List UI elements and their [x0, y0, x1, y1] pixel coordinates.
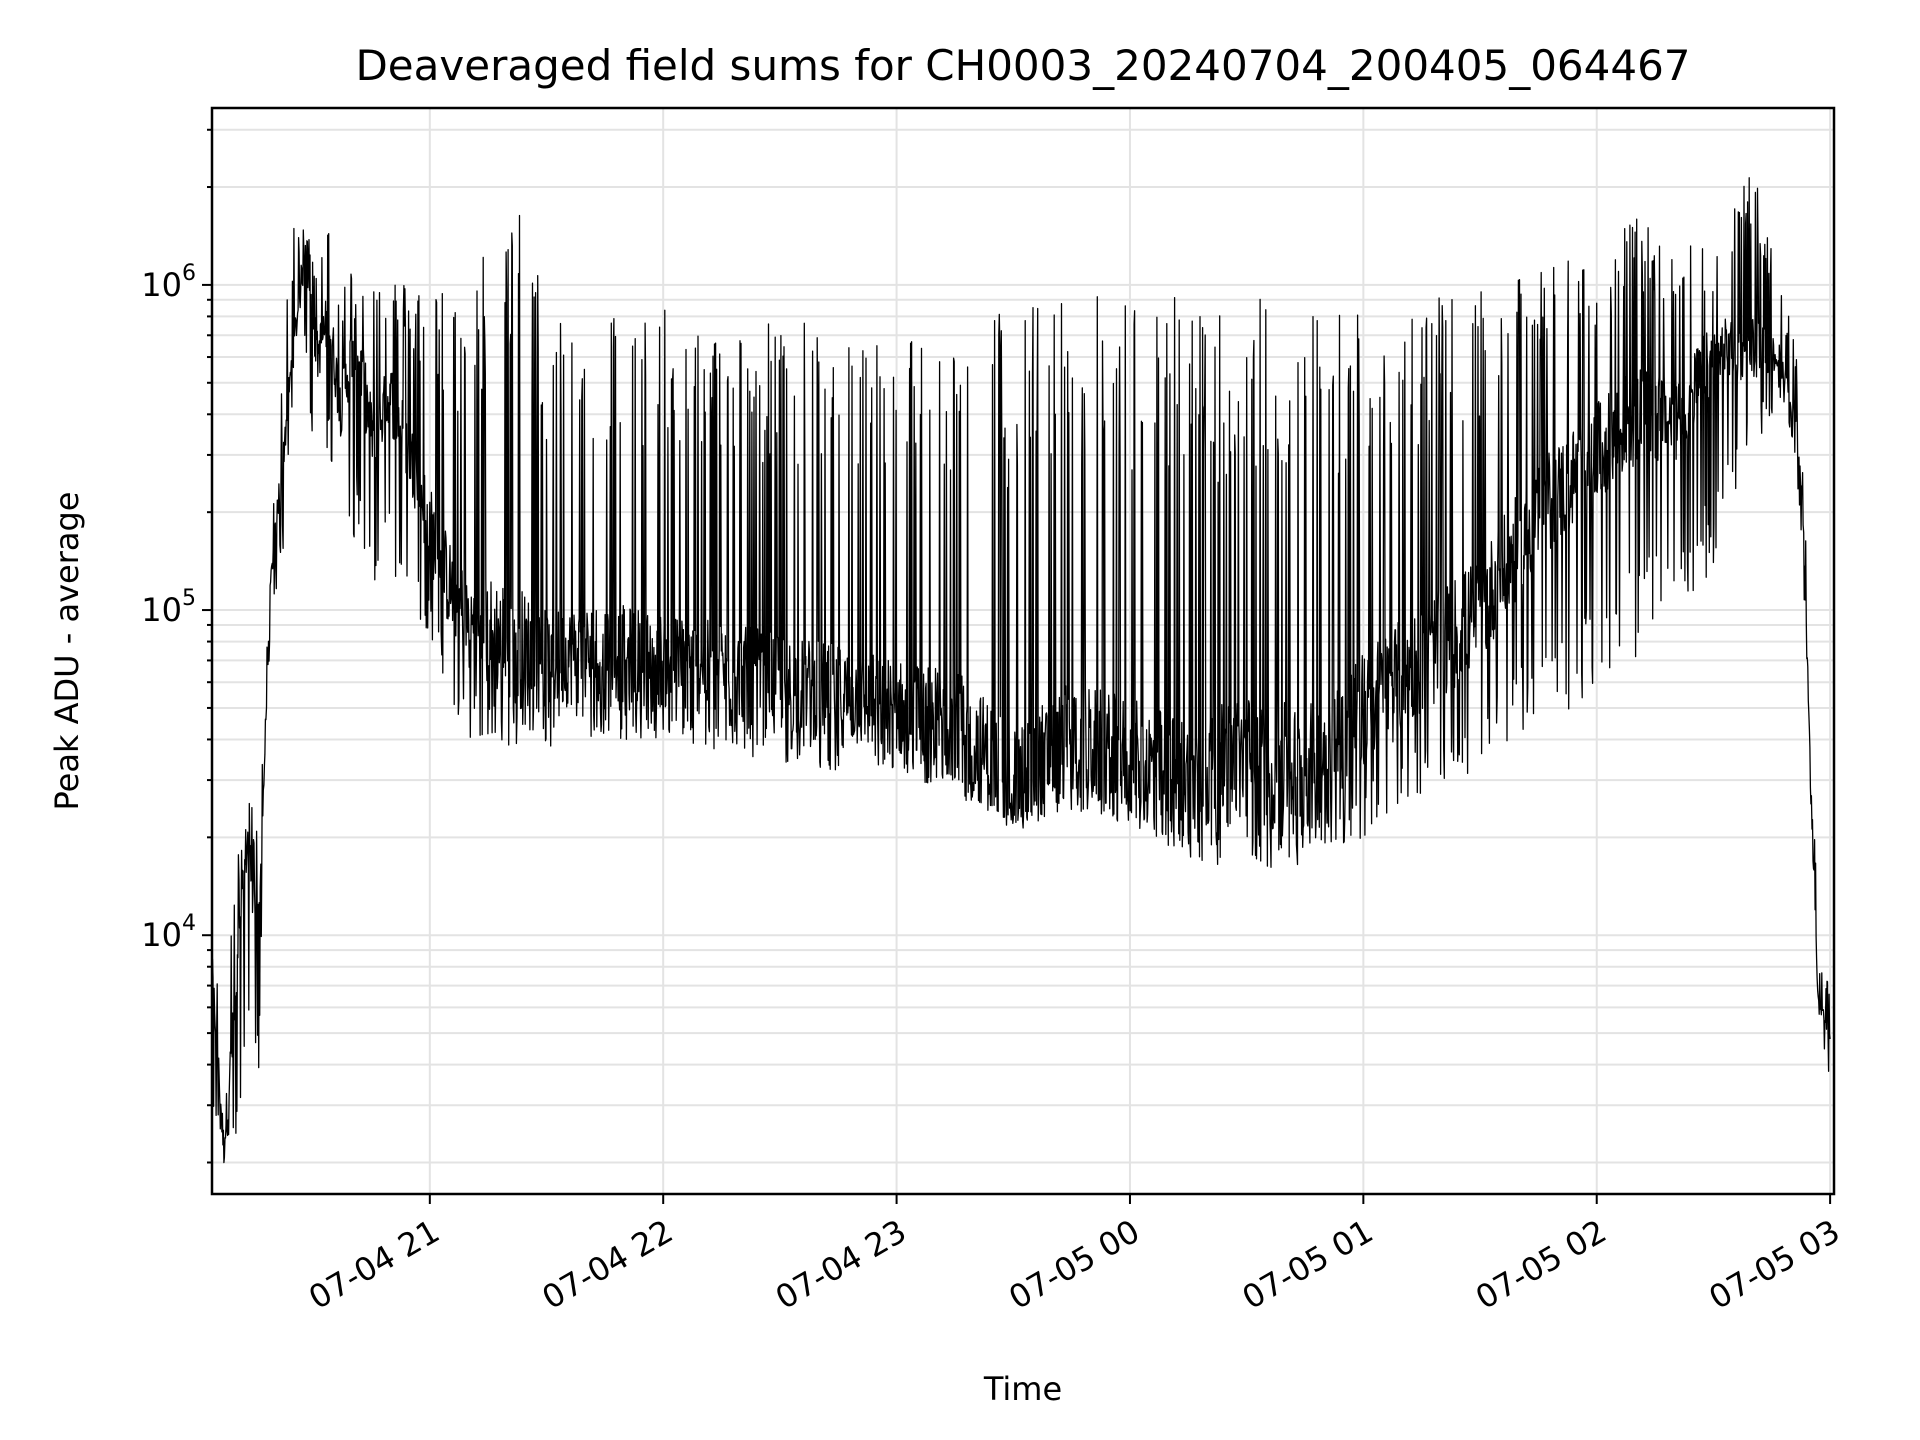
x-tick-label: 07-05 02 — [1469, 1212, 1613, 1317]
x-axis-label: Time — [983, 1370, 1062, 1408]
chart-title: Deaveraged field sums for CH0003_2024070… — [355, 41, 1690, 90]
y-tick-label: 104 — [141, 911, 196, 954]
y-tick-label: 105 — [141, 586, 196, 629]
x-tick-label: 07-05 03 — [1703, 1212, 1847, 1317]
y-tick-exponent: 4 — [182, 911, 196, 936]
x-tick-label: 07-04 22 — [536, 1212, 680, 1317]
y-tick-base: 10 — [141, 916, 182, 954]
x-tick-label: 07-05 01 — [1236, 1212, 1380, 1317]
x-tick-label: 07-05 00 — [1002, 1212, 1146, 1317]
series-line — [211, 177, 1831, 1164]
x-tick-label: 07-04 23 — [769, 1212, 913, 1317]
y-tick-exponent: 5 — [182, 586, 196, 611]
y-tick-base: 10 — [141, 266, 182, 304]
y-tick-exponent: 6 — [182, 261, 196, 286]
x-tick-label: 07-04 21 — [302, 1212, 446, 1317]
y-tick-base: 10 — [141, 591, 182, 629]
plot-frame — [210, 106, 1836, 1196]
y-axis-label: Peak ADU - average — [48, 492, 86, 811]
y-tick-label: 106 — [141, 261, 196, 304]
